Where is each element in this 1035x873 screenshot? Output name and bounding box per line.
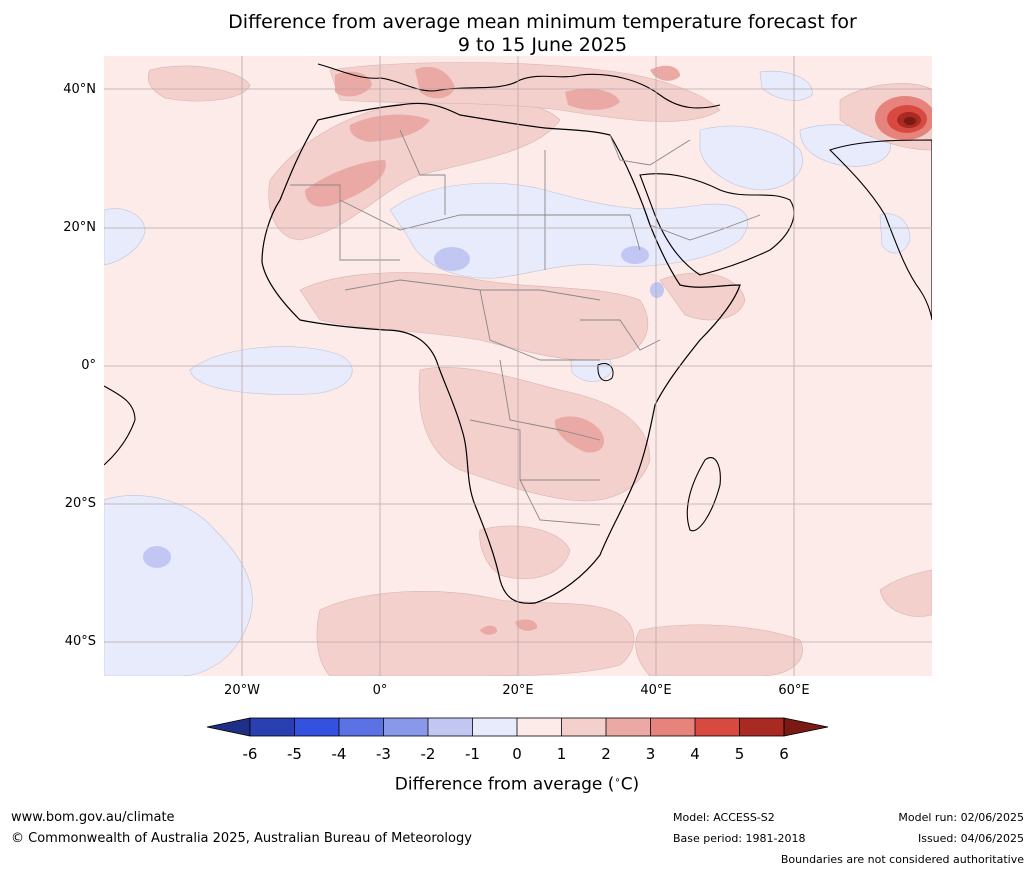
positive-anomaly-region — [335, 71, 372, 97]
positive-anomaly-region — [479, 525, 571, 580]
colorbar-tick: -5 — [287, 745, 302, 763]
lon-label: 40°E — [640, 683, 672, 698]
colorbar-swatch — [250, 718, 295, 736]
colorbar-tick: 3 — [645, 745, 656, 763]
colorbar-swatch — [517, 718, 562, 736]
positive-anomaly-region — [418, 367, 651, 502]
colorbar-swatch — [606, 718, 651, 736]
lat-label: 20°N — [63, 220, 96, 235]
colorbar-tick: -1 — [465, 745, 480, 763]
colorbar-swatch — [695, 718, 740, 736]
colorbar-swatch — [383, 718, 428, 736]
lon-label: 20°E — [502, 683, 534, 698]
negative-anomaly-region — [434, 247, 470, 271]
madagascar-coastline — [686, 457, 721, 532]
lat-label: 20°S — [64, 496, 96, 511]
colorbar-tick: 4 — [690, 745, 700, 763]
colorbar-tick: 0 — [512, 745, 522, 763]
negative-anomaly-region — [143, 546, 171, 568]
positive-anomaly-region — [515, 619, 538, 631]
footer-model-run: Model run: 02/06/2025 — [898, 811, 1024, 824]
positive-anomaly-region — [305, 160, 386, 207]
negative-anomaly-region — [104, 208, 146, 266]
colorbar-swatch — [561, 718, 606, 736]
lat-label: 0° — [81, 358, 96, 373]
negative-anomaly-region — [650, 282, 664, 298]
colorbar — [206, 717, 829, 737]
positive-anomaly-region — [268, 96, 561, 241]
footer-issued: Issued: 04/06/2025 — [917, 832, 1024, 845]
positive-anomaly-region — [299, 272, 649, 361]
colorbar-swatch — [339, 718, 384, 736]
positive-anomaly-region — [879, 569, 932, 617]
positive-anomaly-region — [349, 114, 430, 142]
colorbar-tick: 2 — [601, 745, 611, 763]
positive-anomaly-region — [635, 624, 803, 676]
footer-model: Model: ACCESS-S2 — [673, 811, 775, 824]
map-title-line-2: 9 to 15 June 2025 — [457, 34, 628, 56]
colorbar-swatch — [472, 718, 517, 736]
positive-anomaly-region — [650, 65, 680, 81]
negative-anomaly-region — [104, 495, 253, 676]
africa-coastline — [261, 102, 741, 604]
map-title-line-1: Difference from average mean minimum tem… — [228, 11, 857, 33]
anomaly-contours — [104, 62, 932, 676]
positive-anomaly-region — [904, 117, 916, 125]
footer-copyright: © Commonwealth of Australia 2025, Austra… — [11, 831, 472, 846]
footer-website: www.bom.gov.au/climate — [11, 810, 175, 825]
colorbar-swatch — [294, 718, 339, 736]
negative-anomaly-region — [699, 125, 803, 191]
lon-label: 20°W — [224, 683, 260, 698]
colorbar-arrow-max — [783, 717, 829, 737]
map-gridlines — [104, 56, 932, 676]
colorbar-tick: 5 — [734, 745, 745, 763]
colorbar-tick: -2 — [420, 745, 436, 763]
lat-label: 40°N — [63, 82, 96, 97]
colorbar-swatch — [428, 718, 473, 736]
negative-anomaly-region — [879, 213, 911, 254]
lake-victoria — [597, 363, 614, 382]
lon-label: 0° — [372, 683, 388, 698]
colorbar-label-unit: C) — [620, 774, 640, 795]
negative-anomaly-region — [759, 70, 813, 101]
footer-disclaimer: Boundaries are not considered authoritat… — [780, 853, 1024, 866]
india-coastline — [828, 139, 932, 321]
colorbar-label-text: Difference from average ( — [394, 774, 615, 795]
colorbar-tick: -4 — [331, 745, 347, 763]
colorbar-swatch — [739, 718, 784, 736]
negative-anomaly-region — [621, 246, 649, 264]
colorbar-swatch — [650, 718, 695, 736]
south-america-coastline — [104, 385, 136, 466]
colorbar-tick: -3 — [376, 745, 391, 763]
arabia-coastline — [639, 173, 795, 276]
colorbar-tick: 6 — [779, 745, 789, 763]
colorbar-label: Difference from average (∘C) — [394, 774, 640, 795]
footer-base-period: Base period: 1981-2018 — [673, 832, 806, 845]
positive-anomaly-region — [480, 625, 498, 635]
positive-anomaly-region — [147, 65, 251, 102]
colorbar-tick: 1 — [556, 745, 567, 763]
colorbar-arrow-min — [206, 717, 251, 737]
lon-label: 60°E — [778, 683, 810, 698]
colorbar-tick: -6 — [242, 745, 258, 763]
negative-anomaly-region — [189, 346, 353, 395]
positive-anomaly-region — [316, 591, 635, 676]
positive-anomaly-region — [565, 88, 620, 110]
lat-label: 40°S — [64, 634, 96, 649]
